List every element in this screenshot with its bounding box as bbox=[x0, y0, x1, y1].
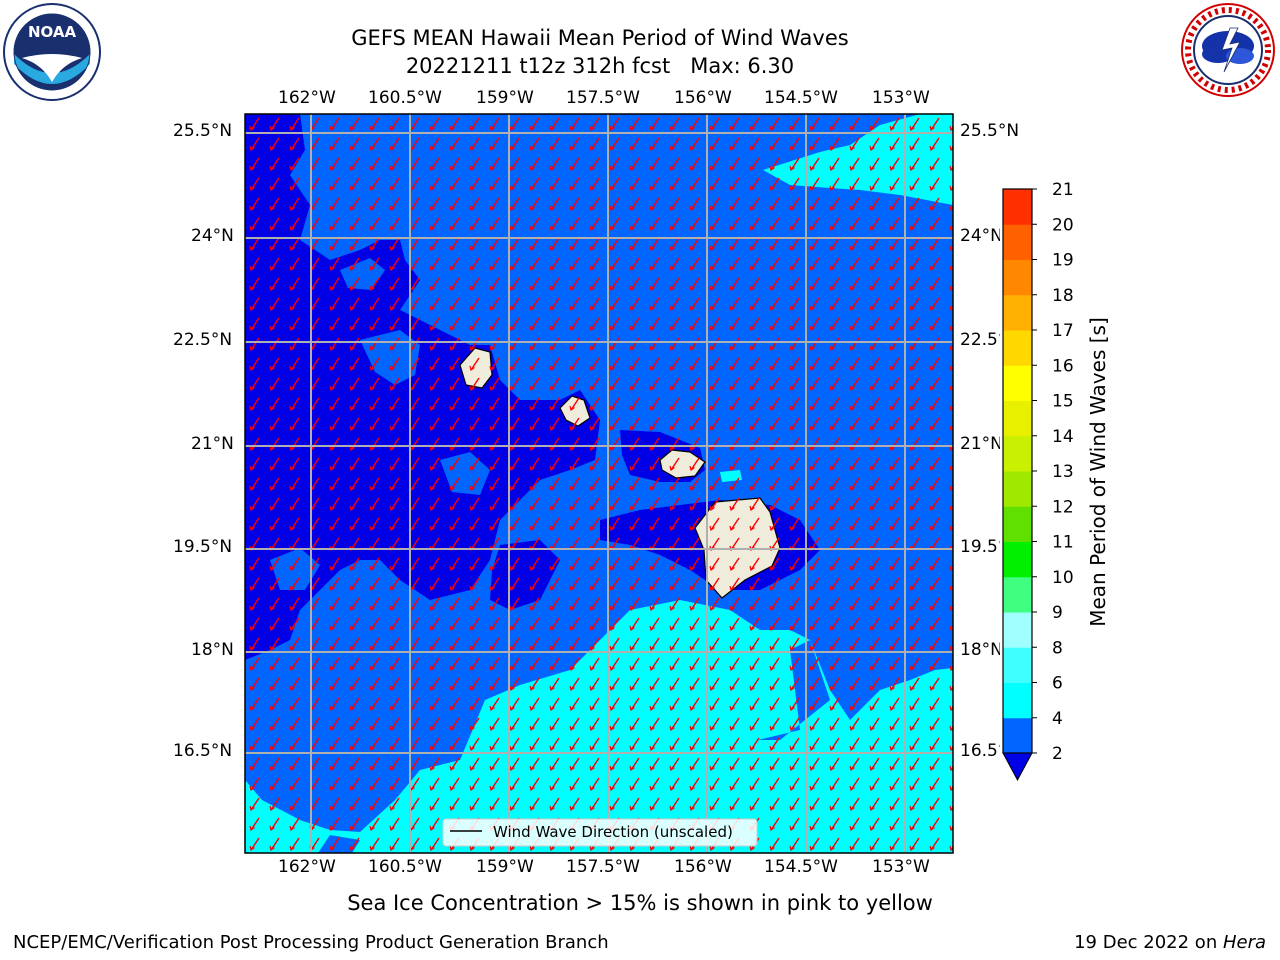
lon-label-bottom-4: 157.5°W bbox=[566, 857, 640, 877]
colorbar-band bbox=[1003, 330, 1032, 366]
lat-label-left-2: 24°N bbox=[191, 226, 234, 246]
map-frame bbox=[244, 113, 954, 854]
colorbar-tick-label: 20 bbox=[1052, 215, 1074, 235]
lat-label-right-5: 19.5°N bbox=[960, 537, 1000, 557]
lon-label-bottom-7: 153°W bbox=[872, 857, 930, 877]
lat-label-left-7: 16.5°N bbox=[173, 741, 233, 761]
machine-name: Hera bbox=[1222, 932, 1266, 953]
lat-label-left-4: 21°N bbox=[191, 434, 234, 454]
map-title-line1: GEFS MEAN Hawaii Mean Period of Wind Wav… bbox=[351, 26, 849, 50]
colorbar-tick-label: 21 bbox=[1052, 180, 1074, 200]
lat-label-right-1: 25.5°N bbox=[960, 121, 1020, 141]
wind-wave-arrows bbox=[245, 114, 953, 853]
lon-label-bottom-2: 160.5°W bbox=[368, 857, 442, 877]
colorbar-band bbox=[1003, 541, 1032, 578]
lat-label-left-3: 22.5°N bbox=[173, 330, 233, 350]
noaa-logo: NOAA bbox=[2, 2, 102, 102]
lat-label-left-6: 18°N bbox=[191, 640, 234, 660]
colorbar-band bbox=[1003, 576, 1032, 613]
colorbar-band bbox=[1003, 506, 1032, 542]
legend-label: Wind Wave Direction (unscaled) bbox=[493, 823, 733, 841]
lon-label-bottom-1: 162°W bbox=[278, 857, 336, 877]
lat-label-right-2: 24°N bbox=[960, 226, 1000, 246]
colorbar-tick-label: 15 bbox=[1052, 392, 1074, 412]
map-legend: Wind Wave Direction (unscaled) bbox=[442, 818, 758, 847]
lat-label-left-5: 19.5°N bbox=[173, 537, 233, 557]
colorbar-tick-label: 19 bbox=[1052, 251, 1074, 271]
colorbar-extend-triangle bbox=[1002, 752, 1033, 782]
lat-label-right-4: 21°N bbox=[960, 434, 1000, 454]
colorbar-band bbox=[1003, 435, 1032, 472]
colorbar-tick-label: 17 bbox=[1052, 321, 1074, 341]
run-date: 19 Dec 2022 on Hera bbox=[1074, 932, 1266, 953]
noaa-logo-text: NOAA bbox=[28, 23, 77, 41]
colorbar-band bbox=[1003, 647, 1032, 683]
colorbar-band bbox=[1003, 471, 1032, 507]
lon-label-top-6: 154.5°W bbox=[764, 88, 838, 108]
lon-label-top-4: 157.5°W bbox=[566, 88, 640, 108]
lon-label-top-7: 153°W bbox=[872, 88, 930, 108]
lon-label-top-2: 160.5°W bbox=[368, 88, 442, 108]
graticule bbox=[245, 114, 953, 853]
colorbar-band bbox=[1003, 365, 1032, 401]
map-title-line2: 20221211 t12z 312h fcst Max: 6.30 bbox=[405, 54, 795, 78]
colorbar-tick-label: 10 bbox=[1052, 568, 1074, 588]
lat-label-right-3: 22.5°N bbox=[960, 330, 1000, 350]
colorbar-band bbox=[1003, 612, 1032, 648]
lon-label-bottom-5: 156°W bbox=[674, 857, 732, 877]
lat-label-left-1: 25.5°N bbox=[173, 121, 233, 141]
branch-credit: NCEP/EMC/Verification Post Processing Pr… bbox=[13, 932, 609, 953]
lat-label-right-7: 16.5°N bbox=[960, 741, 1000, 761]
colorbar-band bbox=[1003, 400, 1032, 437]
nws-logo bbox=[1178, 0, 1278, 100]
colorbar-tick-label: 11 bbox=[1052, 533, 1074, 553]
colorbar-band bbox=[1003, 189, 1032, 225]
lon-label-bottom-3: 159°W bbox=[476, 857, 534, 877]
colorbar-band bbox=[1003, 682, 1032, 719]
colorbar-tick-label: 14 bbox=[1052, 427, 1074, 447]
colorbar: 2 4 6 8 9 10 11 12 13 14 15 16 17 18 19 20 21 bbox=[1002, 180, 1074, 782]
colorbar-tick-label: 18 bbox=[1052, 286, 1074, 306]
lat-label-right-6: 18°N bbox=[960, 640, 1000, 660]
colorbar-tick-label: 9 bbox=[1052, 603, 1063, 623]
colorbar-tick-label: 6 bbox=[1052, 674, 1063, 694]
lon-label-top-5: 156°W bbox=[674, 88, 732, 108]
colorbar-band bbox=[1003, 717, 1032, 754]
colorbar-tick-label: 4 bbox=[1052, 709, 1063, 729]
colorbar-tick-label: 12 bbox=[1052, 497, 1074, 517]
lon-label-top-3: 159°W bbox=[476, 88, 534, 108]
colorbar-label: Mean Period of Wind Waves [s] bbox=[1086, 317, 1110, 627]
colorbar-band bbox=[1003, 259, 1032, 296]
colorbar-tick-label: 8 bbox=[1052, 638, 1063, 658]
colorbar-tick-label: 16 bbox=[1052, 356, 1074, 376]
lon-label-bottom-6: 154.5°W bbox=[764, 857, 838, 877]
lon-label-top-1: 162°W bbox=[278, 88, 336, 108]
sea-ice-note: Sea Ice Concentration > 15% is shown in … bbox=[347, 891, 933, 915]
colorbar-band bbox=[1003, 224, 1032, 260]
colorbar-tick-label: 2 bbox=[1052, 744, 1063, 764]
run-date-text: 19 Dec 2022 on bbox=[1074, 932, 1223, 953]
colorbar-tick-label: 13 bbox=[1052, 462, 1074, 482]
colorbar-band bbox=[1003, 294, 1032, 331]
